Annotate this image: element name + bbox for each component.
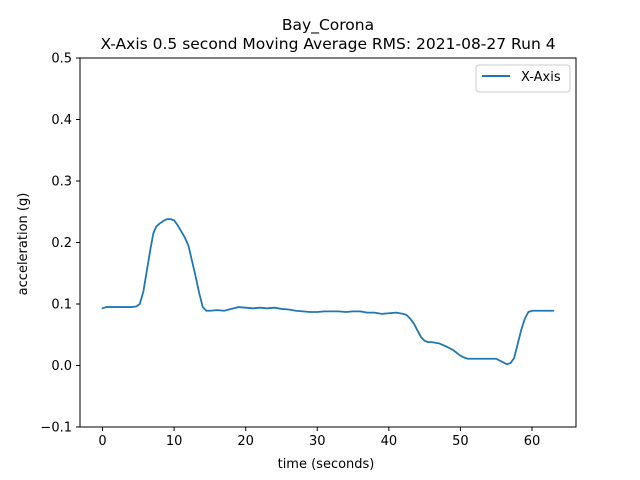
y-tick-label: 0.5: [51, 52, 72, 67]
legend: X-Axis: [475, 64, 571, 93]
series-layer: [101, 218, 555, 366]
chart-subtitle: X-Axis 0.5 second Moving Average RMS: 20…: [100, 35, 555, 53]
y-tick-label: 0.0: [51, 359, 72, 374]
y-axis-label: acceleration (g): [16, 193, 31, 296]
y-tick-label: 0.4: [51, 113, 72, 128]
y-tick-label: 0.3: [51, 175, 72, 190]
y-tick-label: 0.1: [51, 298, 72, 313]
x-tick-label: 0: [98, 434, 106, 449]
chart-title: Bay_Corona: [282, 16, 374, 35]
y-tick-label: 0.2: [51, 236, 72, 251]
x-tick-label: 60: [524, 434, 541, 449]
x-tick-label: 40: [381, 434, 398, 449]
legend-box: [475, 64, 571, 93]
x-tick-label: 30: [309, 434, 326, 449]
series-line-x-axis: [101, 218, 555, 366]
x-axis-ticks: 0 10 20 30 40 50 60: [98, 427, 540, 449]
x-axis-label: time (seconds): [278, 457, 375, 472]
legend-label-x-axis: X-Axis: [521, 70, 561, 85]
x-tick-label: 50: [452, 434, 469, 449]
y-axis-ticks: −0.1 0.0 0.1 0.2 0.3 0.4 0.5: [40, 52, 80, 436]
x-tick-label: 10: [166, 434, 183, 449]
y-tick-label: −0.1: [40, 421, 72, 436]
x-tick-label: 20: [237, 434, 254, 449]
